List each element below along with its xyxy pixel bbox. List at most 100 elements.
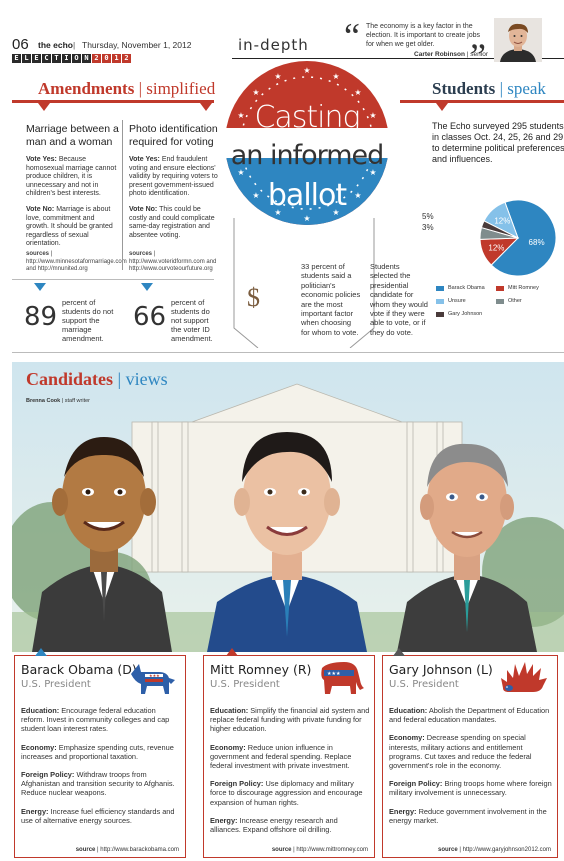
election-tag-letter: E [12, 54, 21, 63]
candidate-platform: Education: Abolish the Department of Edu… [389, 706, 555, 834]
topic-label: Education: [210, 706, 248, 715]
election-tag-letter: O [72, 54, 81, 63]
byline-role: staff writer [65, 398, 90, 404]
topic-label: Energy: [21, 807, 49, 816]
candidate-card-obama: Barack Obama (D) U.S. President ★★★ Educ… [14, 655, 186, 858]
legend-item: Gary Johnson [436, 311, 482, 317]
marriage-body: Vote Yes: Because homosexual marriage ca… [26, 156, 118, 256]
economic-policy-text: 33 percent of students said a politician… [301, 262, 361, 337]
candidate-source: source | http://www.mittromney.com [272, 847, 368, 853]
seal-line-2: an informed [222, 140, 392, 171]
seal-line-3: ballot [222, 178, 392, 213]
candidate-name: Mitt Romney (R) [210, 662, 311, 677]
legend-swatch [436, 286, 444, 291]
election-tag-letter: I [62, 54, 71, 63]
legend-item: Barack Obama [436, 285, 485, 291]
close-quote-icon: ” [470, 38, 486, 74]
candidate-role: U.S. President [210, 679, 280, 690]
students-title-rest: speak [507, 79, 546, 98]
source-label: source [272, 847, 292, 853]
topic-label: Energy: [210, 816, 238, 825]
amendments-stats-rule [12, 279, 214, 280]
legend-swatch [436, 312, 444, 317]
amendments-title-rest: simplified [146, 79, 215, 98]
election-tag-digit: 0 [102, 54, 111, 63]
marriage-sources-text: http://www.minnesotaformarriage.com and … [26, 259, 127, 273]
seal-line-1: Casting [222, 100, 392, 135]
election-tag-letter: T [52, 54, 61, 63]
legend-item: Mitt Romney [496, 285, 539, 291]
source-url: http://www.garyjohnson2012.com [463, 847, 551, 853]
legend-label: Other [508, 298, 522, 304]
election-tag-letter: E [32, 54, 41, 63]
topic-label: Foreign Policy: [210, 779, 263, 788]
source-label: source [438, 847, 458, 853]
topic-label: Economy: [389, 733, 425, 742]
section-name: in-depth [238, 36, 309, 54]
svg-text:★: ★ [332, 72, 339, 81]
marriage-stat-number: 89 [24, 302, 57, 332]
photo-id-sources-text: http://www.voteridformn.com and http://w… [129, 259, 216, 273]
candidate-source: source | http://www.garyjohnson2012.com [438, 847, 551, 853]
pie-legend: Barack Obama Mitt Romney Unsure Other Ga… [436, 283, 564, 323]
candidate-platform: Education: Encourage federal education r… [21, 706, 181, 834]
pie-data-label: 68% [529, 238, 545, 247]
svg-text:★: ★ [252, 88, 259, 97]
candidate-role: U.S. President [389, 679, 459, 690]
candidate-card-johnson: Gary Johnson (L) U.S. President Educatio… [382, 655, 558, 858]
legend-label: Unsure [448, 298, 466, 304]
svg-text:★: ★ [354, 88, 361, 97]
topic-label: Energy: [389, 807, 417, 816]
page-number: 06 [12, 36, 29, 53]
legend-label: Mitt Romney [508, 285, 539, 291]
header-separator: | [73, 40, 75, 50]
photo-id-no-label: Vote No: [129, 206, 157, 213]
topic-label: Education: [21, 706, 59, 715]
photo-id-stat-number: 66 [133, 302, 166, 332]
pie-data-label: 12% [494, 216, 510, 225]
candidate-name: Gary Johnson (L) [389, 662, 493, 677]
page-header: 06 the echo | Thursday, November 1, 2012… [0, 0, 564, 62]
card-arrow [393, 648, 405, 656]
legend-item: Unsure [436, 298, 466, 304]
pie-data-label: 12% [488, 243, 504, 252]
students-arrow [436, 103, 448, 111]
porcupine-icon [497, 660, 549, 698]
candidate-name: Barack Obama (D) [21, 662, 137, 677]
source-url: http://www.mittromney.com [296, 847, 368, 853]
svg-text:★★★: ★★★ [149, 673, 160, 678]
open-quote-icon: “ [344, 18, 360, 54]
photo-id-heading: Photo identification required for voting [129, 123, 221, 149]
election-tag-digit: 1 [112, 54, 121, 63]
dollar-icon: $ [247, 283, 260, 313]
photo-id-sources: sources | http://www.voteridformn.com an… [129, 251, 219, 274]
candidates-title-bold: Candidates [26, 369, 113, 389]
candidates-title-rest: views [126, 369, 168, 389]
legend-swatch [496, 286, 504, 291]
topic-label: Economy: [21, 743, 57, 752]
legend-label: Gary Johnson [448, 311, 482, 317]
svg-text:★: ★ [274, 72, 281, 81]
source-label: source [76, 847, 96, 853]
election-tag-digit: 2 [122, 54, 131, 63]
election-tag-letter: N [82, 54, 91, 63]
paper-name: the echo [38, 40, 73, 50]
svg-text:★: ★ [303, 66, 310, 75]
legend-label: Barack Obama [448, 285, 485, 291]
section-divider [12, 352, 564, 353]
legend-swatch [496, 299, 504, 304]
amendments-divider [122, 120, 123, 270]
candidates-illustration [12, 362, 564, 652]
card-arrow [226, 648, 238, 656]
topic-label: Foreign Policy: [21, 770, 74, 779]
marriage-stat-text: percent of students do not support the m… [62, 298, 118, 343]
student-selection-text: Students selected the presidential candi… [370, 262, 428, 337]
student-avatar [494, 18, 542, 62]
amendments-arrow-right [200, 103, 212, 111]
pie-label-johnson: 3% [422, 223, 434, 232]
candidate-platform: Education: Simplify the financial aid sy… [210, 706, 370, 843]
marriage-no-label: Vote No: [26, 206, 54, 213]
candidate-card-romney: Mitt Romney (R) U.S. President ★★★ Educa… [203, 655, 375, 858]
byline: Brenna Cook | staff writer [26, 398, 90, 404]
photo-id-stat-arrow [141, 283, 153, 291]
